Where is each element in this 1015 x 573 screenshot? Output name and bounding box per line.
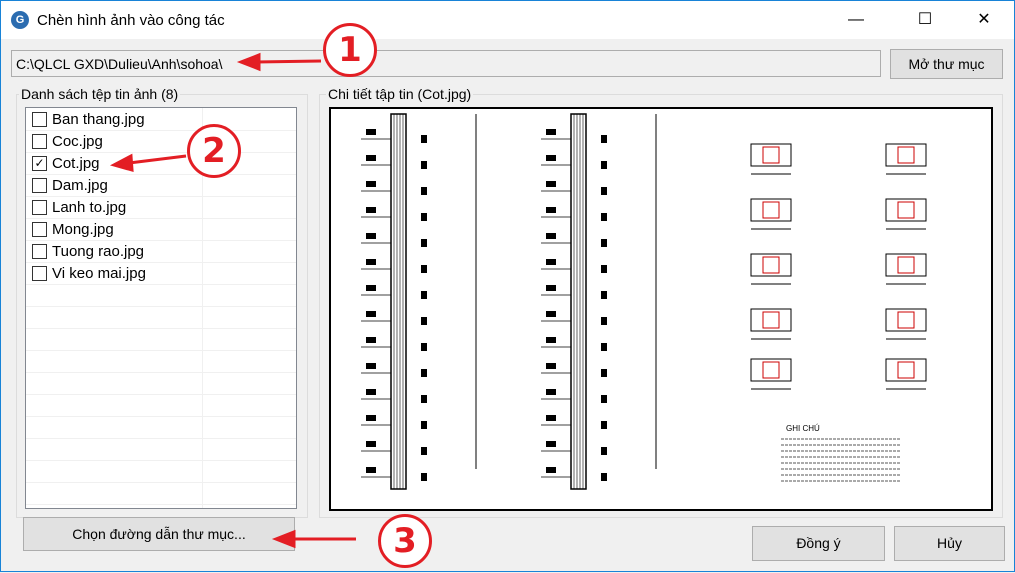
empty-row	[26, 351, 296, 373]
file-name: Coc.jpg	[52, 133, 103, 150]
file-list-item[interactable]: Lanh to.jpg	[26, 197, 296, 219]
empty-row	[26, 373, 296, 395]
checkbox[interactable]	[32, 222, 47, 237]
app-icon: G	[11, 11, 29, 29]
maximize-button[interactable]: ☐	[917, 11, 933, 28]
file-name: Mong.jpg	[52, 221, 114, 238]
checkbox[interactable]	[32, 200, 47, 215]
ok-button[interactable]: Đồng ý	[752, 526, 885, 561]
checkbox[interactable]	[32, 244, 47, 259]
empty-row	[26, 395, 296, 417]
empty-row	[26, 307, 296, 329]
file-name: Ban thang.jpg	[52, 111, 145, 128]
file-list-title: Danh sách tệp tin ảnh (8)	[19, 86, 181, 102]
file-list[interactable]: Ban thang.jpg Coc.jpg ✓ Cot.jpg Dam.jpg Lanh …	[25, 107, 297, 509]
file-list-item[interactable]: Ban thang.jpg	[26, 109, 296, 131]
file-name: Vi keo mai.jpg	[52, 265, 146, 282]
file-name: Dam.jpg	[52, 177, 108, 194]
close-button[interactable]: ✕	[977, 11, 991, 28]
checkbox[interactable]	[32, 266, 47, 281]
drawing-image: GHI CHÚ	[361, 113, 927, 490]
choose-folder-button[interactable]: Chọn đường dẫn thư mục...	[23, 517, 295, 551]
window-title: Chèn hình ảnh vào công tác	[37, 12, 225, 29]
detail-title: Chi tiết tập tin (Cot.jpg)	[326, 86, 474, 102]
detail-group	[319, 94, 1003, 518]
open-folder-button[interactable]: Mở thư mục	[890, 49, 1003, 79]
file-list-item[interactable]: Mong.jpg	[26, 219, 296, 241]
checkbox[interactable]	[32, 178, 47, 193]
folder-path-input[interactable]: C:\QLCL GXD\Dulieu\Anh\sohoa\	[11, 50, 881, 77]
file-list-item[interactable]: Dam.jpg	[26, 175, 296, 197]
notes-heading: GHI CHÚ	[786, 424, 820, 433]
cancel-button[interactable]: Hủy	[894, 526, 1005, 561]
file-list-item[interactable]: Coc.jpg	[26, 131, 296, 153]
file-list-item[interactable]: ✓ Cot.jpg	[26, 153, 296, 175]
file-list-item[interactable]: Tuong rao.jpg	[26, 241, 296, 263]
file-name: Lanh to.jpg	[52, 199, 127, 216]
checkbox[interactable]	[32, 134, 47, 149]
annotation-1: 1	[323, 23, 377, 77]
empty-row	[26, 439, 296, 461]
minimize-button[interactable]: —	[848, 11, 864, 28]
annotation-2: 2	[187, 124, 241, 178]
empty-row	[26, 417, 296, 439]
file-list-item[interactable]: Vi keo mai.jpg	[26, 263, 296, 285]
file-name: Cot.jpg	[52, 155, 100, 172]
checkbox[interactable]	[32, 112, 47, 127]
empty-row	[26, 483, 296, 505]
image-preview: GHI CHÚ	[329, 107, 993, 511]
annotation-3: 3	[378, 514, 432, 568]
file-name: Tuong rao.jpg	[52, 243, 145, 260]
empty-row	[26, 329, 296, 351]
empty-row	[26, 461, 296, 483]
checkbox[interactable]: ✓	[32, 156, 47, 171]
empty-row	[26, 285, 296, 307]
title-bar	[1, 1, 1014, 39]
